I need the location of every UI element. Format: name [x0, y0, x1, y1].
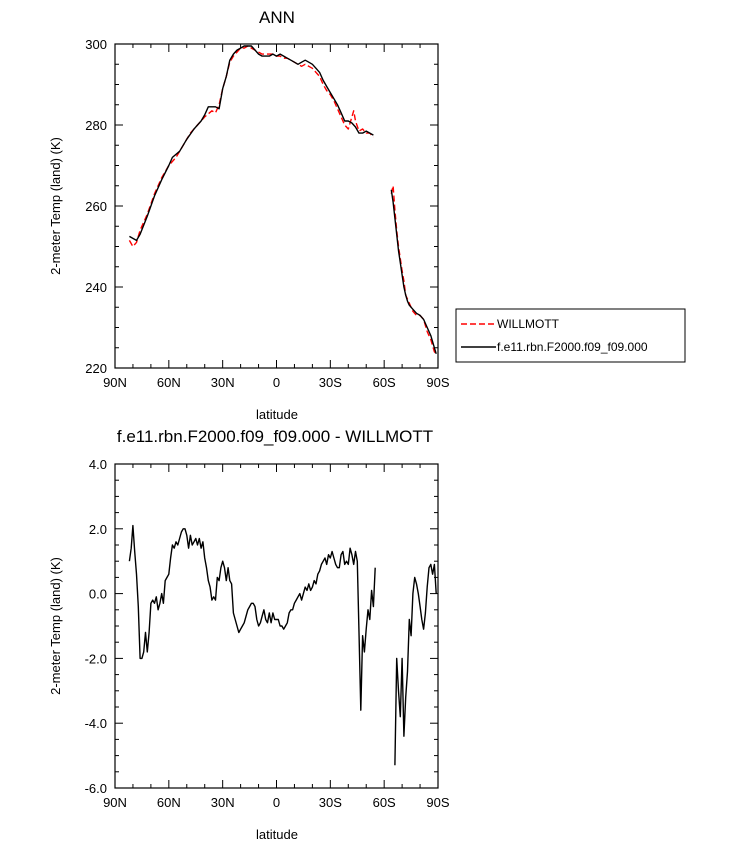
top-y-tick-label: 240 — [85, 280, 107, 295]
bottom-y-tick-label: -2.0 — [85, 651, 107, 666]
bottom-chart-title: f.e11.rbn.F2000.f09_f09.000 - WILLMOTT — [117, 427, 433, 446]
top-x-tick-label: 0 — [273, 375, 280, 390]
bottom-series-0-segment-0 — [128, 524, 376, 711]
top-series-0-segment-1 — [390, 185, 437, 355]
bottom-series-lines — [128, 524, 437, 766]
bottom-x-tick-label: 60N — [157, 795, 181, 810]
bottom-x-tick-label: 0 — [273, 795, 280, 810]
top-series-0-segment-0 — [128, 45, 374, 248]
bottom-y-tick-label: -6.0 — [85, 781, 107, 796]
bottom-y-axis-label: 2-meter Temp (land) (K) — [48, 557, 63, 695]
top-chart-panel: ANN 90N 60N 30N 0 30S 60S 90S 220 240 260 280 300 l… — [48, 8, 686, 422]
top-x-tick-label: 30S — [319, 375, 342, 390]
legend-label-willmott: WILLMOTT — [497, 317, 560, 331]
bottom-plot-frame — [114, 463, 439, 789]
top-axis-ticks: 90N 60N 30N 0 30S 60S 90S 220 240 260 280 300 — [85, 37, 450, 390]
bottom-x-tick-label: 60S — [373, 795, 396, 810]
bottom-x-tick-label: 90S — [426, 795, 449, 810]
top-series-1-segment-0 — [129, 45, 374, 242]
top-series-1-segment-1 — [390, 189, 437, 355]
top-chart-title: ANN — [259, 8, 295, 27]
bottom-series-0-segment-1 — [394, 563, 437, 766]
top-x-tick-label: 60S — [373, 375, 396, 390]
legend-label-model: f.e11.rbn.F2000.f09_f09.000 — [497, 340, 648, 354]
top-y-tick-label: 280 — [85, 118, 107, 133]
bottom-y-tick-label: -4.0 — [85, 716, 107, 731]
top-x-tick-label: 60N — [157, 375, 181, 390]
legend-box — [455, 308, 686, 363]
bottom-chart-panel: f.e11.rbn.F2000.f09_f09.000 - WILLMOTT 9… — [48, 427, 450, 842]
legend: WILLMOTT f.e11.rbn.F2000.f09_f09.000 — [455, 308, 686, 363]
top-plot-frame — [114, 43, 439, 369]
top-x-tick-label: 90S — [426, 375, 449, 390]
top-y-tick-label: 300 — [85, 37, 107, 52]
top-y-tick-label: 220 — [85, 361, 107, 376]
top-y-axis-label: 2-meter Temp (land) (K) — [48, 137, 63, 275]
bottom-x-tick-label: 90N — [103, 795, 127, 810]
top-x-tick-label: 30N — [211, 375, 235, 390]
top-x-axis-label: latitude — [256, 407, 298, 422]
bottom-x-tick-label: 30S — [319, 795, 342, 810]
bottom-y-tick-label: 4.0 — [89, 457, 107, 472]
bottom-y-tick-label: 0.0 — [89, 587, 107, 602]
bottom-x-tick-label: 30N — [211, 795, 235, 810]
top-x-tick-label: 90N — [103, 375, 127, 390]
top-y-tick-label: 260 — [85, 199, 107, 214]
bottom-y-tick-label: 2.0 — [89, 522, 107, 537]
top-series-lines — [128, 45, 437, 355]
bottom-axis-ticks: 90N 60N 30N 0 30S 60S 90S -6.0 -4.0 -2.0 0.0 2.0 4.0 — [85, 457, 450, 810]
bottom-x-axis-label: latitude — [256, 827, 298, 842]
